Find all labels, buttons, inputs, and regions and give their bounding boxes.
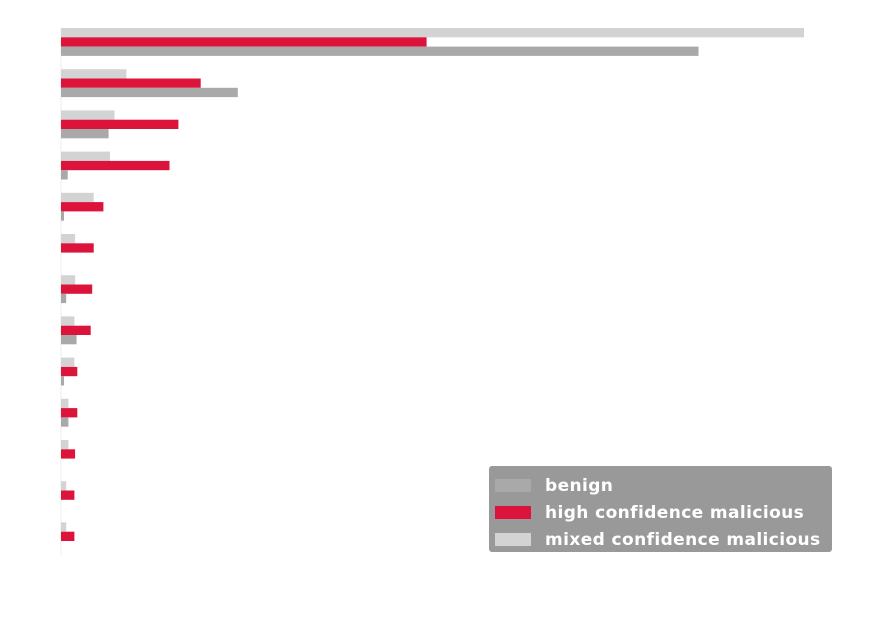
bar-mixed-confidence-malicious-5 <box>61 192 94 203</box>
legend-item-benign: benign <box>495 472 832 499</box>
bar-benign-3 <box>61 129 109 139</box>
bar-benign-5 <box>61 211 64 221</box>
legend-swatch-high-confidence-malicious <box>495 506 531 519</box>
bar-benign-1 <box>61 46 699 56</box>
bar-high-confidence-malicious-3 <box>61 119 179 129</box>
plot-area <box>60 28 804 556</box>
bar-mixed-confidence-malicious-2 <box>61 69 127 79</box>
bar-mixed-confidence-malicious-9 <box>61 357 75 367</box>
bar-high-confidence-malicious-8 <box>61 325 91 335</box>
bar-benign-2 <box>61 87 238 98</box>
bar-mixed-confidence-malicious-3 <box>61 110 115 120</box>
legend-label-mixed-confidence-malicious: mixed confidence malicious <box>545 529 821 550</box>
bar-mixed-confidence-malicious-6 <box>61 234 76 244</box>
chart-legend: benign high confidence malicious mixed c… <box>489 466 832 552</box>
bar-mixed-confidence-malicious-10 <box>61 398 69 409</box>
bar-mixed-confidence-malicious-8 <box>61 316 75 326</box>
bar-high-confidence-malicious-12 <box>61 490 75 500</box>
bar-mixed-confidence-malicious-1 <box>61 28 804 38</box>
bar-high-confidence-malicious-11 <box>61 449 76 459</box>
bar-high-confidence-malicious-13 <box>61 531 75 541</box>
bar-high-confidence-malicious-10 <box>61 408 78 418</box>
bar-benign-4 <box>61 170 68 180</box>
legend-swatch-mixed-confidence-malicious <box>495 533 531 546</box>
bar-high-confidence-malicious-2 <box>61 78 201 88</box>
legend-label-high-confidence-malicious: high confidence malicious <box>545 502 805 523</box>
bar-high-confidence-malicious-7 <box>61 284 93 294</box>
bar-benign-9 <box>61 376 64 386</box>
legend-item-high-confidence-malicious: high confidence malicious <box>495 499 832 526</box>
bar-high-confidence-malicious-6 <box>61 243 94 253</box>
bar-mixed-confidence-malicious-11 <box>61 440 69 450</box>
legend-item-mixed-confidence-malicious: mixed confidence malicious <box>495 526 832 553</box>
bar-mixed-confidence-malicious-12 <box>61 481 67 491</box>
bar-benign-10 <box>61 417 69 427</box>
bar-high-confidence-malicious-4 <box>61 160 170 171</box>
bar-high-confidence-malicious-1 <box>61 37 427 47</box>
legend-swatch-benign <box>495 479 531 492</box>
bar-mixed-confidence-malicious-13 <box>61 522 67 532</box>
bar-high-confidence-malicious-9 <box>61 366 78 377</box>
bar-mixed-confidence-malicious-7 <box>61 275 76 285</box>
bar-benign-8 <box>61 335 77 345</box>
legend-label-benign: benign <box>545 475 614 496</box>
bar-benign-7 <box>61 293 67 304</box>
bar-high-confidence-malicious-5 <box>61 202 104 212</box>
bar-mixed-confidence-malicious-4 <box>61 151 110 161</box>
